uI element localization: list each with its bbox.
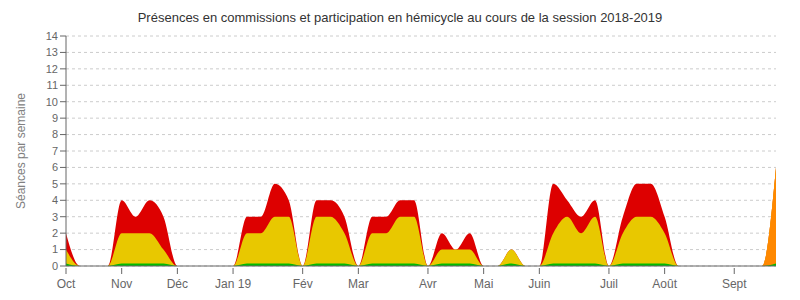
svg-text:9: 9 bbox=[52, 112, 58, 124]
svg-text:12: 12 bbox=[46, 63, 58, 75]
svg-text:Sept: Sept bbox=[722, 277, 747, 291]
svg-text:Mai: Mai bbox=[474, 277, 493, 291]
svg-text:Août: Août bbox=[652, 277, 677, 291]
svg-text:13: 13 bbox=[46, 46, 58, 58]
svg-text:6: 6 bbox=[52, 161, 58, 173]
svg-text:5: 5 bbox=[52, 178, 58, 190]
svg-text:1: 1 bbox=[52, 243, 58, 255]
svg-text:8: 8 bbox=[52, 128, 58, 140]
svg-text:Déc: Déc bbox=[167, 277, 188, 291]
svg-text:Juin: Juin bbox=[528, 277, 550, 291]
svg-text:Mar: Mar bbox=[348, 277, 369, 291]
svg-text:Jan 19: Jan 19 bbox=[215, 277, 251, 291]
svg-text:Avr: Avr bbox=[419, 277, 437, 291]
svg-text:3: 3 bbox=[52, 211, 58, 223]
svg-text:2: 2 bbox=[52, 227, 58, 239]
svg-text:10: 10 bbox=[46, 96, 58, 108]
svg-text:Oct: Oct bbox=[57, 277, 76, 291]
svg-text:14: 14 bbox=[46, 30, 58, 42]
svg-text:Nov: Nov bbox=[111, 277, 132, 291]
svg-text:0: 0 bbox=[52, 260, 58, 272]
svg-text:4: 4 bbox=[52, 194, 58, 206]
svg-text:Juil: Juil bbox=[600, 277, 618, 291]
html-text:Présences en commissions et pa: Présences en commissions et participatio… bbox=[137, 10, 663, 25]
svg-text:7: 7 bbox=[52, 145, 58, 157]
svg-text:11: 11 bbox=[47, 79, 58, 91]
svg-text:Séances par semaine: Séances par semaine bbox=[14, 93, 28, 209]
svg-text:Fév: Fév bbox=[293, 277, 313, 291]
